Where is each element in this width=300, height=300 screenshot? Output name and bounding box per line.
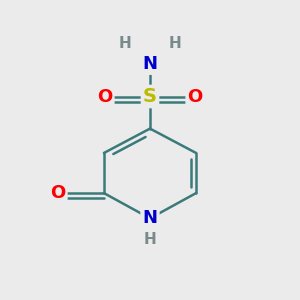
Text: S: S <box>143 87 157 106</box>
Text: H: H <box>144 232 156 247</box>
Text: N: N <box>142 55 158 73</box>
Text: H: H <box>118 36 131 51</box>
Text: H: H <box>169 36 182 51</box>
Text: N: N <box>142 209 158 227</box>
Text: O: O <box>50 184 65 202</box>
Text: O: O <box>97 88 112 106</box>
Text: O: O <box>188 88 203 106</box>
